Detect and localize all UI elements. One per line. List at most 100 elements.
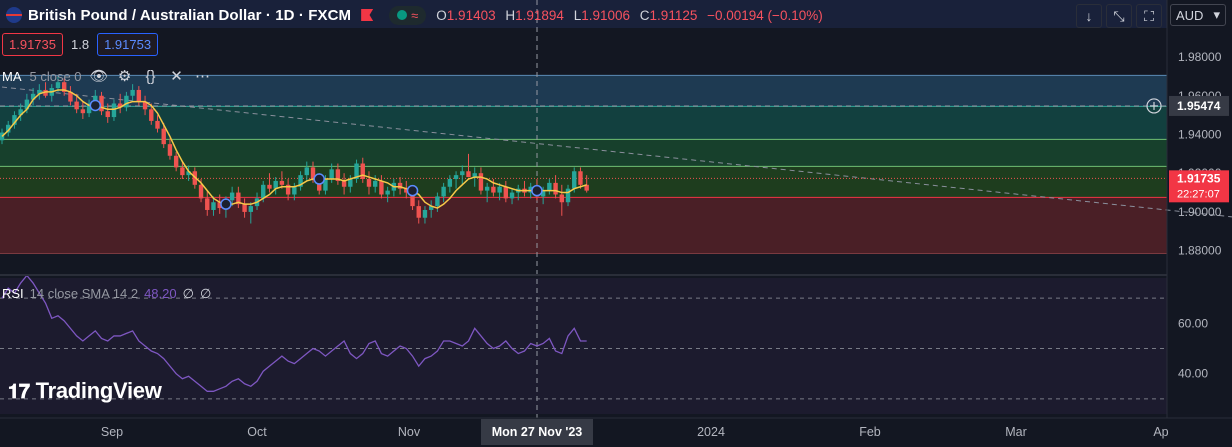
logo-text: TradingView [35, 378, 162, 403]
open-value: 1.91403 [446, 7, 496, 23]
candle-body [472, 173, 477, 178]
ma-params: 5 close 0 [29, 68, 82, 84]
symbol-title[interactable]: British Pound / Australian Dollar · 1D ·… [28, 6, 352, 24]
zone-band [0, 75, 1167, 107]
time-tick-label: Ap [1153, 425, 1168, 439]
ma-name: MA [2, 68, 22, 84]
candle-body [584, 184, 589, 191]
candle-body [80, 109, 86, 114]
candle-body [24, 99, 30, 110]
time-tick-label: Mon 27 Nov '23 [492, 425, 583, 439]
candle-body [292, 186, 297, 195]
candle-body [298, 175, 303, 187]
candle-body [547, 182, 552, 191]
more-icon[interactable]: ⋯ [195, 68, 211, 85]
trend-line [1, 86, 1232, 218]
candle-body [373, 180, 378, 187]
time-tick-label: Feb [859, 425, 881, 439]
rsi-line [1, 274, 587, 392]
candle-body [136, 89, 142, 102]
candle-body [173, 155, 179, 168]
buy-button[interactable]: 1.91753 [97, 33, 159, 56]
candle-body [273, 180, 278, 189]
candle-body [528, 186, 533, 193]
candle-body [422, 209, 428, 218]
market-status-pill[interactable]: ≈ [389, 5, 427, 25]
tradingview-logo[interactable]: 𝟏𝟕 TradingView [8, 378, 162, 404]
chevron-down-icon: ▾ [1213, 7, 1220, 22]
crosshair-price-box [1169, 95, 1229, 116]
candle-body [155, 120, 160, 129]
candle-body [335, 169, 341, 181]
last-price-label: 1.91735 [1177, 171, 1221, 185]
gear-icon[interactable]: ⚙ [117, 68, 132, 85]
candle-body [180, 167, 185, 176]
rsi-tick-label: 60.00 [1178, 316, 1208, 330]
candle-body [397, 182, 403, 189]
symbol-header: British Pound / Australian Dollar · 1D ·… [0, 0, 823, 30]
flag-marker-icon[interactable] [361, 9, 374, 21]
candle-body [565, 188, 571, 203]
zone-band [0, 139, 1167, 167]
candle-body [267, 184, 272, 189]
change-value: −0.00194 (−0.10%) [707, 7, 823, 23]
rsi-extra-2: ∅ [199, 286, 212, 301]
candle-body [149, 109, 154, 121]
sell-button[interactable]: 1.91735 [2, 33, 63, 56]
candle-body [385, 190, 390, 195]
zone-band [0, 166, 1167, 198]
zone-band [0, 106, 1167, 140]
fullscreen-icon[interactable]: ⛶ [1136, 4, 1162, 28]
candle-body [229, 192, 235, 201]
wave-icon: ≈ [411, 7, 419, 23]
time-tick-label: Oct [247, 425, 267, 439]
candle-body [111, 103, 117, 118]
candle-body [435, 196, 440, 207]
zone-band [0, 197, 1167, 254]
candle-body [242, 204, 247, 212]
eye-icon[interactable]: 👁 [89, 68, 109, 85]
candle-body [540, 190, 546, 197]
ma-legend[interactable]: MA 5 close 0 👁 ⚙ {} ✕ ⋯ [2, 67, 212, 86]
price-tick-label: 1.98000 [1178, 50, 1222, 64]
time-tick-label: 2024 [697, 425, 725, 439]
low-value: 1.91006 [581, 7, 631, 23]
ma-marker [220, 198, 232, 210]
last-price-box [1169, 170, 1229, 203]
candle-body [211, 202, 216, 210]
candle-body [261, 184, 266, 199]
rsi-params: 14 close SMA 14 2 [29, 286, 139, 301]
candle-body [447, 179, 453, 187]
candle-body [117, 103, 123, 108]
candle-body [285, 184, 291, 195]
rsi-legend[interactable]: RSI 14 close SMA 14 2 48.20 ∅ ∅ [2, 286, 211, 302]
code-braces-icon[interactable]: {} [145, 67, 156, 85]
rsi-name: RSI [2, 286, 24, 301]
candle-body [317, 179, 322, 191]
candle-body [30, 93, 36, 100]
close-icon[interactable]: ✕ [170, 68, 183, 85]
candle-body [310, 167, 316, 180]
spread-value: 1.8 [71, 37, 90, 52]
down-arrow-icon[interactable]: ↓ [1076, 4, 1102, 28]
candle-body [478, 173, 484, 191]
candle-body [167, 144, 173, 156]
currency-selector[interactable]: AUD ▾ [1170, 4, 1226, 26]
candle-body [366, 179, 372, 187]
candle-body [323, 179, 328, 191]
candle-body [68, 91, 73, 102]
rsi-panel-background [0, 278, 1167, 414]
candle-body [37, 89, 42, 94]
ma-marker [406, 184, 419, 197]
collapse-icon[interactable]: ⤡ [1106, 4, 1132, 28]
candle-body [466, 171, 471, 178]
candle-body [509, 192, 515, 199]
candle-body [379, 180, 384, 195]
crosshair-price-label: 1.95474 [1177, 99, 1221, 113]
header-band [0, 0, 1167, 28]
candle-body [354, 163, 359, 180]
candle-body [410, 192, 415, 207]
time-tick-label: Nov [398, 425, 421, 439]
candle-body [329, 169, 334, 180]
